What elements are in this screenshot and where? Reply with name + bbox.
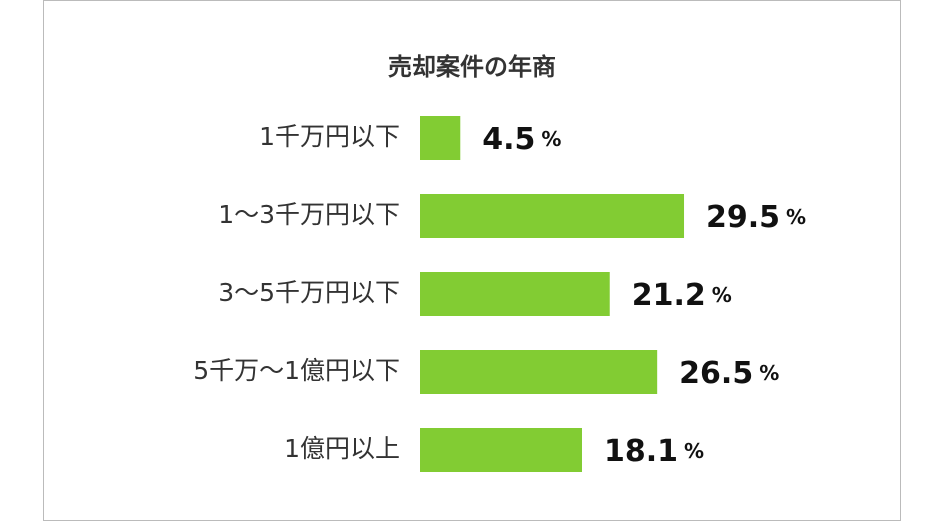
value-label: 21.2% [632, 278, 732, 313]
bar [420, 428, 582, 472]
bar [420, 350, 658, 394]
category-label: 5千万～1億円以下 [193, 356, 400, 385]
value-number: 29.5 [706, 200, 780, 235]
bar [420, 116, 461, 160]
value-label: 26.5% [679, 356, 779, 391]
bar [420, 194, 685, 238]
category-label: 3～5千万円以下 [218, 278, 400, 307]
value-label: 4.5% [482, 122, 561, 157]
value-unit: % [541, 127, 561, 151]
value-unit: % [684, 439, 704, 463]
bar [420, 272, 610, 316]
value-unit: % [712, 283, 732, 307]
value-label: 29.5% [706, 200, 806, 235]
value-number: 26.5 [679, 356, 753, 391]
category-label: 1千万円以下 [259, 122, 400, 151]
value-unit: % [786, 205, 806, 229]
value-unit: % [759, 361, 779, 385]
category-label: 1～3千万円以下 [218, 200, 400, 229]
category-label: 1億円以上 [284, 434, 400, 463]
chart-title: 売却案件の年商 [388, 53, 556, 81]
value-number: 21.2 [632, 278, 706, 313]
value-number: 4.5 [482, 122, 535, 157]
value-number: 18.1 [604, 434, 678, 469]
value-label: 18.1% [604, 434, 704, 469]
